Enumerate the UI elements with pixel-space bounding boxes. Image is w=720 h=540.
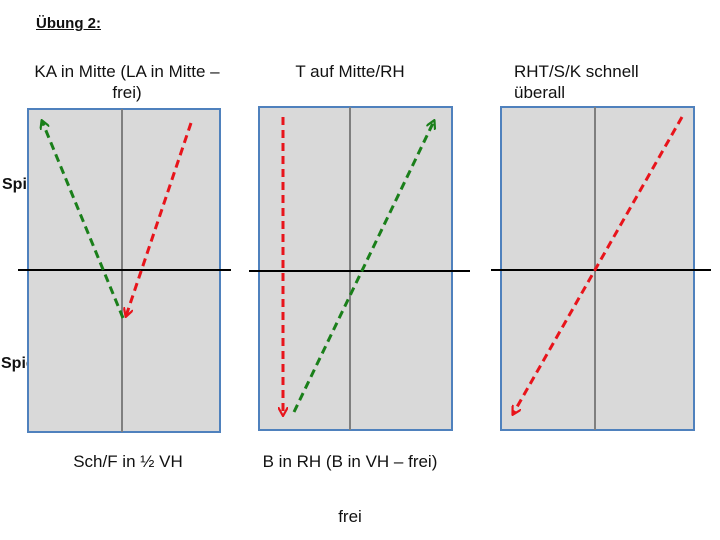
red-arrow [513,116,684,414]
exercise-title: Übung 2: [36,15,101,32]
panel-1-bottom-caption: Sch/F in ½ VH [73,452,183,471]
panel-2-top-caption: T auf Mitte/RH [295,62,405,81]
table-surface [258,106,453,431]
green-arrow [292,121,434,413]
green-arrow [42,121,125,319]
panel-1-top-caption: KA in Mitte (LA in Mitte – frei) [34,62,220,102]
panel-3-top-caption: RHT/S/K schnell überall [514,62,639,102]
footer-text: frei [338,507,362,526]
panel-2-table [249,106,470,431]
panel-2-bottom-caption: B in RH (B in VH – frei) [262,452,438,471]
panel-1-table [18,108,231,433]
panel-3-table [491,106,711,431]
red-arrow [126,122,193,316]
